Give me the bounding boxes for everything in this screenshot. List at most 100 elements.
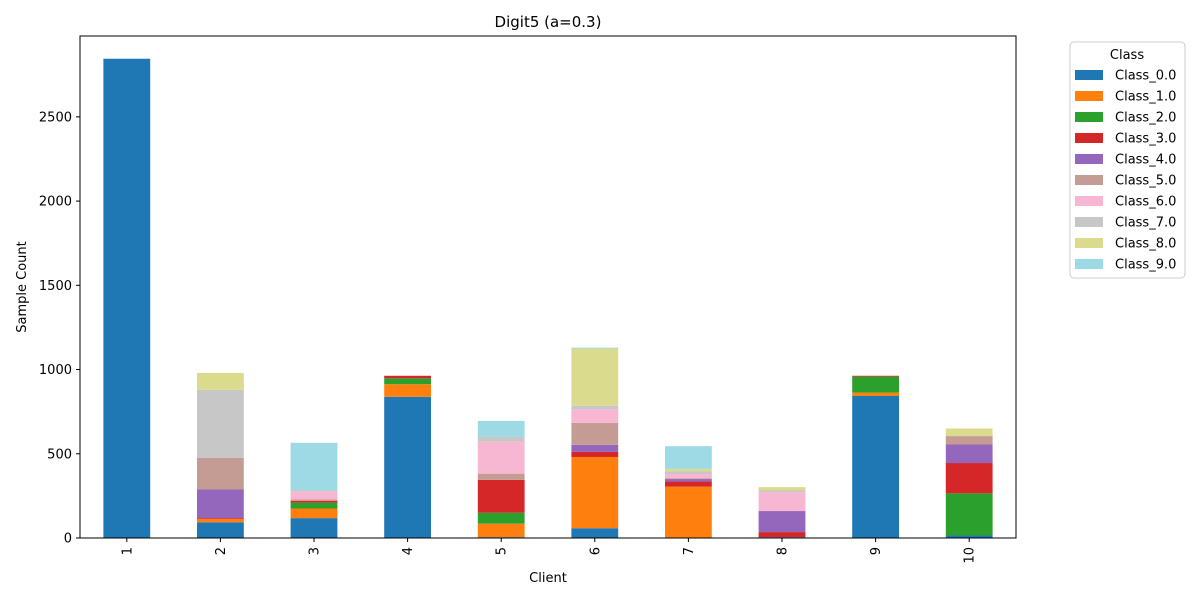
- bar-client4-class0: [384, 396, 431, 538]
- bar-client3-class9: [290, 442, 338, 490]
- bar-client10-class8: [945, 428, 993, 437]
- x-tick-label: 9: [869, 547, 884, 555]
- bar-client7-class3: [665, 481, 712, 487]
- x-axis-title: Client: [529, 571, 567, 586]
- x-tick-label: 5: [495, 547, 510, 555]
- y-axis-title: Sample Count: [15, 241, 30, 332]
- legend-label: Class_4.0: [1115, 153, 1176, 168]
- bar-client5-class9: [477, 420, 525, 437]
- bar-client3-class5: [290, 499, 338, 501]
- bar-client2-class3: [197, 518, 244, 519]
- bar-client1-class0: [103, 58, 151, 539]
- x-axis: 1 2 3 4 5 6 7 8 9 10: [120, 538, 978, 564]
- x-tick-label: 3: [308, 547, 323, 555]
- bar-client6-class8: [571, 348, 619, 406]
- bar-client3-class2: [290, 502, 338, 509]
- bar-client2-class7: [197, 389, 244, 458]
- x-tick-label: 10: [963, 547, 978, 564]
- x-tick-label: 7: [682, 547, 697, 555]
- bar-client3-class7: [290, 489, 338, 492]
- bar-client6-class0: [571, 528, 619, 538]
- bar-client10-class0: [945, 535, 993, 538]
- bar-client10-class4: [945, 444, 993, 464]
- legend-swatch: [1075, 196, 1103, 206]
- y-tick-label: 1000: [39, 363, 72, 378]
- legend-label: Class_0.0: [1115, 69, 1176, 84]
- bar-client8-class8: [758, 487, 806, 491]
- legend-label: Class_8.0: [1115, 237, 1176, 252]
- bar-client9-class3: [852, 375, 899, 377]
- bar-client2-class8: [197, 372, 244, 390]
- bar-client6-class4: [571, 444, 619, 452]
- bar-client9-class1: [852, 392, 899, 396]
- bar-client7-class4: [665, 479, 712, 482]
- legend-swatch: [1075, 175, 1103, 185]
- bar-client6-class7: [571, 405, 619, 410]
- bar-client5-class7: [477, 436, 525, 442]
- bar-client9-class2: [852, 376, 899, 393]
- legend-swatch: [1075, 91, 1103, 101]
- legend-title: Class: [1110, 48, 1144, 63]
- legend-swatch: [1075, 154, 1103, 164]
- bar-client3-class3: [290, 500, 338, 503]
- bar-client2-class1: [197, 518, 244, 523]
- legend-swatch: [1075, 217, 1103, 227]
- legend-label: Class_1.0: [1115, 90, 1176, 105]
- bar-client6-class5: [571, 422, 619, 445]
- x-tick-label: 6: [588, 547, 603, 555]
- x-tick-label: 1: [120, 547, 135, 555]
- legend-swatch: [1075, 238, 1103, 248]
- bar-client7-class8: [665, 468, 712, 472]
- x-tick-label: 4: [401, 547, 416, 555]
- bar-client3-class0: [290, 518, 338, 538]
- bar-client8-class3: [758, 532, 806, 538]
- bar-client10-class5: [945, 436, 993, 445]
- bars-layer: [103, 58, 993, 539]
- bar-client7-class5: [665, 478, 712, 480]
- legend-label: Class_9.0: [1115, 258, 1176, 273]
- bar-client6-class6: [571, 409, 619, 423]
- bar-client10-class3: [945, 463, 993, 494]
- bar-client4-class2: [384, 378, 431, 385]
- legend-label: Class_3.0: [1115, 132, 1176, 147]
- bar-client6-class3: [571, 451, 619, 457]
- bar-client7-class1: [665, 486, 712, 538]
- bar-client4-class1: [384, 384, 431, 397]
- legend-label: Class_7.0: [1115, 216, 1176, 231]
- chart-title: Digit5 (a=0.3): [495, 13, 602, 31]
- x-tick-label: 8: [776, 547, 791, 555]
- legend-swatch: [1075, 259, 1103, 269]
- legend: Class Class_0.0 Class_1.0 Class_2.0 Class_3…: [1069, 41, 1186, 279]
- legend-swatch: [1075, 133, 1103, 143]
- bar-client6-class1: [571, 456, 619, 529]
- bar-client5-class5: [477, 473, 525, 480]
- bar-client2-class4: [197, 489, 244, 519]
- bar-client9-class0: [852, 395, 899, 538]
- legend-label: Class_2.0: [1115, 111, 1176, 126]
- legend-label: Class_5.0: [1115, 174, 1176, 189]
- bar-client4-class3: [384, 375, 431, 379]
- bar-client5-class1: [477, 523, 525, 538]
- bar-client2-class0: [197, 522, 244, 538]
- bar-client8-class6: [758, 492, 806, 512]
- bar-client8-class4: [758, 511, 806, 533]
- plot-frame: [79, 35, 1017, 539]
- bar-client8-class7: [758, 490, 806, 493]
- bar-client3-class1: [290, 508, 338, 519]
- x-tick-label: 2: [214, 547, 229, 555]
- bar-client3-class6: [290, 491, 338, 500]
- y-tick-label: 0: [64, 532, 72, 547]
- y-tick-label: 1500: [39, 279, 72, 294]
- bar-client5-class2: [477, 512, 525, 524]
- legend-swatch: [1075, 70, 1103, 80]
- bar-client7-class6: [665, 473, 712, 479]
- y-tick-label: 500: [47, 447, 72, 462]
- legend-swatch: [1075, 112, 1103, 122]
- y-tick-label: 2000: [39, 195, 72, 210]
- bar-client2-class5: [197, 457, 244, 490]
- bar-client6-class9: [571, 347, 619, 349]
- y-tick-label: 2500: [39, 110, 72, 125]
- bar-client7-class7: [665, 471, 712, 474]
- bar-client5-class3: [477, 479, 525, 513]
